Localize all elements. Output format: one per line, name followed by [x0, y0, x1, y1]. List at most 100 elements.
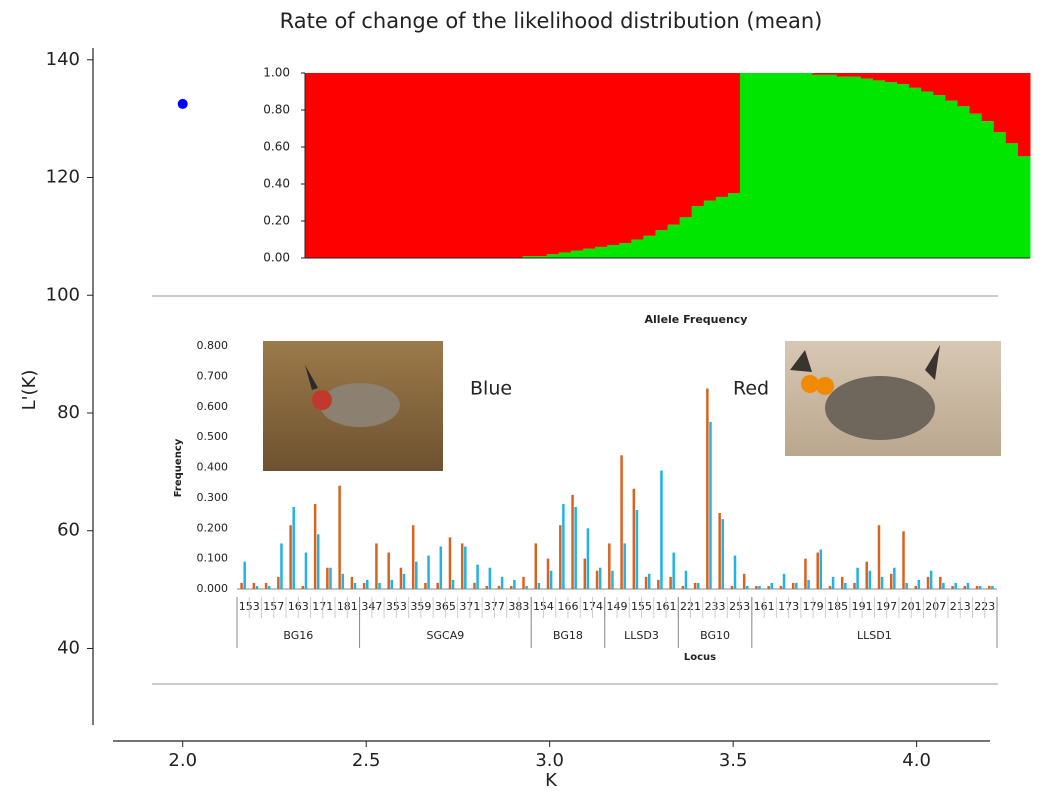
bar [829, 586, 832, 589]
bar-tick-label: 0.100 [197, 552, 229, 565]
bar [253, 583, 256, 589]
structure-bar [668, 225, 681, 258]
bar [574, 507, 577, 589]
bar [436, 583, 439, 589]
structure-bar [1018, 73, 1031, 156]
bar-tick-label: 0.000 [197, 582, 229, 595]
group-label: BG16 [283, 629, 313, 642]
bar [525, 586, 528, 589]
bar [865, 562, 868, 589]
y-tick-label: 60 [57, 520, 80, 541]
structure-bar [631, 240, 644, 259]
bar [792, 583, 795, 589]
structure-bar [837, 73, 850, 77]
structure-bar [595, 247, 608, 258]
chart: Rate of change of the likelihood distrib… [0, 0, 1062, 791]
bar [869, 571, 872, 589]
structure-bar [438, 73, 451, 258]
bar [939, 577, 942, 589]
structure-bar [402, 73, 415, 258]
bar [743, 574, 746, 589]
bar [954, 583, 957, 589]
bar [718, 513, 721, 589]
bar [915, 586, 918, 589]
structure-bar [426, 73, 439, 258]
bar-tick-label: 0.800 [197, 339, 229, 352]
structure-bar [595, 73, 608, 247]
bar [844, 583, 847, 589]
structure-bar [583, 73, 596, 249]
bar [780, 586, 783, 589]
structure-bar [655, 230, 668, 258]
bar [783, 574, 786, 589]
bar [620, 455, 623, 589]
bar [694, 583, 697, 589]
bar [476, 565, 479, 589]
bar [461, 543, 464, 589]
bar [280, 543, 283, 589]
bar [853, 583, 856, 589]
structure-bar [535, 73, 548, 256]
bar-tick-label: 0.500 [197, 430, 229, 443]
group-label: BG18 [553, 629, 583, 642]
structure-bar [897, 73, 910, 84]
bar [611, 571, 614, 589]
inset-y-label: Frequency [173, 438, 184, 497]
structure-bar [813, 75, 826, 258]
bar [338, 486, 341, 589]
bar [522, 577, 525, 589]
structure-bar [958, 73, 971, 106]
structure-bar [982, 73, 995, 121]
structure-bar [945, 73, 958, 101]
bar [452, 580, 455, 589]
y-tick-label: 100 [46, 284, 80, 305]
structure-bar [958, 106, 971, 258]
structure-bar [692, 206, 705, 258]
bar [902, 531, 905, 589]
structure-bar [414, 73, 427, 258]
structure-bar [909, 73, 922, 88]
structure-bar [873, 73, 886, 80]
x-tick-label: 4.0 [902, 750, 931, 771]
group-label: SGCA9 [427, 629, 465, 642]
bar [767, 586, 770, 589]
bar [584, 559, 587, 589]
bar [881, 577, 884, 589]
structure-bar [704, 201, 717, 258]
bar-tick-label: 0.600 [197, 400, 229, 413]
structure-bar [317, 73, 330, 258]
structure-bar [692, 73, 705, 206]
bar [302, 586, 305, 589]
structure-bar [1006, 73, 1019, 143]
y-axis-label: L'(K) [19, 370, 40, 411]
structure-bar [970, 73, 983, 114]
structure-bar [933, 95, 946, 258]
bar [608, 543, 611, 589]
structure-tick-label: 0.20 [263, 214, 290, 228]
structure-bar [643, 73, 656, 236]
bar [758, 586, 761, 589]
structure-bar [559, 73, 572, 252]
y-tick-label: 40 [57, 637, 80, 658]
bar [657, 580, 660, 589]
structure-bar [813, 73, 826, 75]
bar [890, 574, 893, 589]
y-tick-label: 140 [46, 49, 80, 70]
bar [538, 583, 541, 589]
bar-tick-label: 0.400 [197, 461, 229, 474]
bar [633, 489, 636, 589]
structure-bar [728, 73, 741, 193]
bar [816, 553, 819, 589]
structure-bar [619, 243, 632, 258]
structure-bar [704, 73, 717, 201]
bar [878, 525, 881, 589]
structure-bar [498, 73, 511, 258]
structure-bar [970, 114, 983, 258]
bar [317, 534, 320, 589]
structure-tick-label: 0.80 [263, 103, 290, 117]
bar [501, 577, 504, 589]
x-tick-label: 3.5 [719, 750, 748, 771]
bar [415, 562, 418, 589]
bar [685, 571, 688, 589]
bar [820, 550, 823, 589]
